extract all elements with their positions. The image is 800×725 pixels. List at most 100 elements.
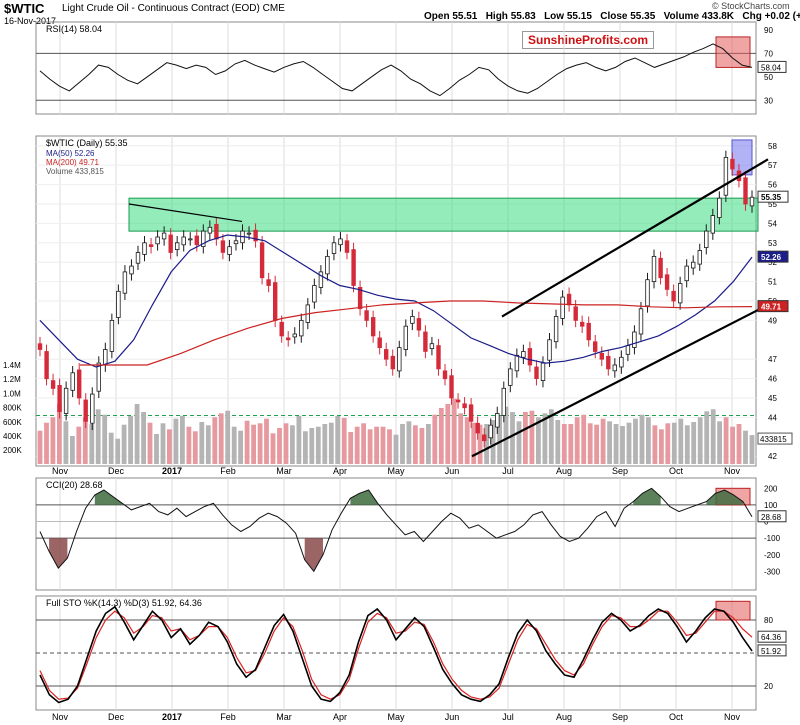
volume-bar	[413, 425, 418, 464]
candle-body	[501, 387, 506, 416]
volume-bar	[335, 416, 341, 464]
candle-body	[344, 240, 350, 253]
volume-bar	[328, 422, 334, 464]
volume-bar	[270, 433, 276, 464]
month-label: Feb	[220, 466, 236, 476]
rsi-tick-label: 30	[764, 96, 773, 105]
volume-bar	[665, 423, 671, 464]
volume-bar	[542, 413, 548, 464]
candle-body	[671, 290, 676, 302]
rsi-tick-label: 90	[764, 26, 773, 35]
candle-body	[684, 265, 689, 282]
candle-body	[475, 422, 480, 434]
sto-k-line	[39, 605, 753, 704]
price-tick-label: 47	[768, 355, 777, 364]
candle-body	[423, 331, 428, 352]
cci-title: CCI(20) 28.68	[46, 480, 103, 490]
candle-body	[259, 242, 265, 279]
price-tick-label: 44	[768, 413, 777, 422]
candle-body	[462, 403, 467, 409]
candle-body	[181, 236, 186, 246]
rsi-value-box	[757, 60, 787, 73]
volume-value-box	[757, 432, 793, 445]
volume-bar	[555, 420, 561, 464]
volume-bar	[154, 434, 159, 464]
volume-bar	[678, 418, 684, 464]
volume-bar	[400, 424, 405, 464]
volume-bar	[639, 414, 645, 464]
volume-bar	[387, 429, 392, 464]
sto-d-value-label: 64.36	[761, 633, 782, 642]
volume-bar	[516, 421, 522, 464]
volume-bar	[484, 424, 489, 464]
volume-bar	[63, 421, 69, 464]
rsi-title: RSI(14) 58.04	[46, 24, 102, 34]
volume-bar	[594, 424, 599, 464]
volume-bar	[173, 418, 179, 464]
resistance-diagonal-line	[128, 203, 243, 223]
ma200-line	[80, 300, 753, 366]
candle-body	[135, 252, 141, 264]
candle-body	[272, 282, 278, 321]
candle-body	[233, 240, 239, 245]
volume-bar	[717, 421, 722, 464]
volume-bar	[231, 426, 237, 464]
volume-bar	[251, 424, 256, 464]
candle-body	[429, 343, 435, 350]
month-label: Oct	[669, 466, 684, 476]
volume-bar	[697, 417, 703, 464]
close-value-label: 55.35	[761, 193, 782, 202]
legend-volume: Volume 433,815	[46, 167, 104, 176]
cci-value-box	[757, 510, 787, 523]
candle-body	[678, 283, 683, 304]
candle-body	[416, 318, 422, 331]
volume-bar	[244, 420, 250, 464]
open-value: Open 55.51	[424, 11, 478, 22]
volume-value-label: 433815	[760, 435, 787, 444]
candle-body	[279, 321, 284, 337]
symbol-title: $WTIC	[4, 1, 44, 16]
volume-bar	[659, 429, 664, 464]
candle-body	[580, 321, 585, 327]
volume-bar	[322, 424, 328, 464]
candle-body	[83, 399, 88, 422]
price-tick-label: 45	[768, 394, 777, 403]
volume-bar	[199, 422, 205, 464]
candle-body	[253, 229, 258, 242]
volume-bar	[315, 426, 321, 464]
volume-bar	[277, 428, 282, 464]
sunshine-brand: SunshineProfits.com	[522, 31, 655, 49]
volume-bar	[70, 436, 75, 464]
candle-body	[612, 364, 617, 372]
candle-body	[481, 434, 487, 442]
volume-bar	[303, 431, 308, 464]
candle-body	[651, 255, 657, 282]
channel-upper-line	[501, 158, 769, 318]
cci-overbought-fill	[94, 490, 123, 505]
volume-bar	[620, 426, 625, 464]
candle-body	[220, 240, 226, 253]
month-label: Aug	[556, 712, 572, 722]
volume-bar	[438, 408, 444, 464]
price-tick-label: 49	[768, 316, 777, 325]
resistance-zone	[128, 197, 759, 232]
volume-bar	[186, 426, 192, 464]
candle-body	[188, 238, 193, 241]
volume-bar	[523, 412, 528, 464]
month-label: Nov	[52, 466, 69, 476]
month-label: Jul	[502, 466, 514, 476]
volume-tick-label: 1.0M	[3, 389, 21, 398]
candle-body	[723, 156, 729, 196]
candle-body	[122, 271, 128, 294]
volume-bar	[147, 422, 153, 464]
price-tick-label: 54	[768, 219, 777, 228]
volume-bar	[290, 425, 295, 464]
candle-body	[749, 196, 755, 207]
candle-body	[449, 375, 454, 399]
candle-body	[383, 349, 389, 360]
candle-body	[436, 345, 441, 370]
volume-bar	[367, 429, 373, 464]
volume-bar	[128, 416, 133, 464]
candle-body	[292, 333, 297, 338]
volume-bar	[283, 423, 289, 464]
